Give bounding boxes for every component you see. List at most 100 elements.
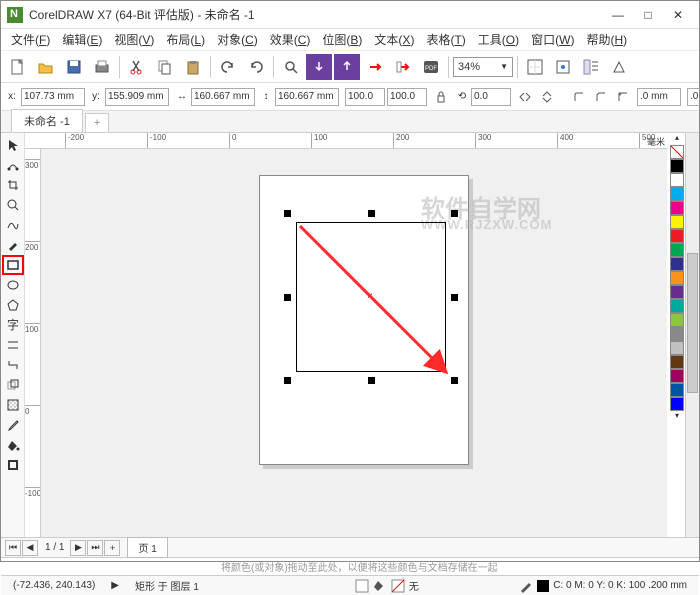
- scale-y-input[interactable]: 100.0: [387, 88, 427, 106]
- mirror-v-button[interactable]: [539, 84, 555, 110]
- color-swatch[interactable]: [670, 173, 684, 187]
- color-swatch[interactable]: [670, 215, 684, 229]
- palette-scroll-up[interactable]: ▴: [669, 133, 685, 145]
- search-button[interactable]: [278, 54, 304, 80]
- color-swatch[interactable]: [670, 327, 684, 341]
- color-swatch[interactable]: [670, 285, 684, 299]
- color-swatch[interactable]: [670, 187, 684, 201]
- vertical-scrollbar[interactable]: [685, 133, 699, 537]
- add-page-button[interactable]: +: [104, 540, 120, 556]
- freehand-tool[interactable]: [2, 215, 24, 235]
- snap-button[interactable]: [522, 54, 548, 80]
- handle-ml[interactable]: [284, 294, 291, 301]
- outline-color-swatch[interactable]: [537, 580, 549, 592]
- menu-v[interactable]: 视图(V): [108, 29, 160, 50]
- outline-tool[interactable]: [2, 455, 24, 475]
- color-swatch[interactable]: [670, 243, 684, 257]
- pick-tool[interactable]: [2, 135, 24, 155]
- menu-x[interactable]: 文本(X): [368, 29, 420, 50]
- menu-t[interactable]: 表格(T): [420, 29, 471, 50]
- corner3-button[interactable]: [615, 84, 631, 110]
- color-none-swatch[interactable]: [670, 145, 684, 159]
- artistic-tool[interactable]: [2, 235, 24, 255]
- scale-x-input[interactable]: 100.0: [345, 88, 385, 106]
- paste-button[interactable]: [180, 54, 206, 80]
- maximize-button[interactable]: □: [633, 5, 663, 25]
- color-swatch[interactable]: [670, 229, 684, 243]
- text-tool[interactable]: 字: [2, 315, 24, 335]
- menu-w[interactable]: 窗口(W): [525, 29, 580, 50]
- publish-button[interactable]: [362, 54, 388, 80]
- cut-button[interactable]: [124, 54, 150, 80]
- fill-paint-icon[interactable]: [373, 579, 387, 593]
- lock-ratio-button[interactable]: [433, 84, 449, 110]
- page-tab[interactable]: 页 1: [127, 537, 167, 558]
- color-swatch[interactable]: [670, 271, 684, 285]
- menu-o[interactable]: 工具(O): [472, 29, 525, 50]
- rectangle-tool[interactable]: [2, 255, 24, 275]
- pos-x-input[interactable]: 107.73 mm: [21, 88, 85, 106]
- next-page-button[interactable]: ▶: [70, 540, 86, 556]
- close-button[interactable]: ✕: [663, 5, 693, 25]
- new-document-tab[interactable]: +: [85, 113, 109, 132]
- options-button[interactable]: [578, 54, 604, 80]
- handle-tl[interactable]: [284, 210, 291, 217]
- menu-b[interactable]: 位图(B): [316, 29, 368, 50]
- publish2-button[interactable]: [390, 54, 416, 80]
- mirror-h-button[interactable]: [517, 84, 533, 110]
- menu-e[interactable]: 编辑(E): [56, 29, 108, 50]
- handle-tr[interactable]: [451, 210, 458, 217]
- polygon-tool[interactable]: [2, 295, 24, 315]
- launch-button[interactable]: [606, 54, 632, 80]
- play-icon[interactable]: ▶: [103, 580, 127, 591]
- handle-bl[interactable]: [284, 377, 291, 384]
- redo-button[interactable]: [243, 54, 269, 80]
- undo-button[interactable]: [215, 54, 241, 80]
- pdf-button[interactable]: PDF: [418, 54, 444, 80]
- color-swatch[interactable]: [670, 397, 684, 411]
- crop-tool[interactable]: [2, 175, 24, 195]
- fill-indicator-icon[interactable]: [355, 579, 369, 593]
- transparency-tool[interactable]: [2, 395, 24, 415]
- menu-c[interactable]: 对象(C): [211, 29, 264, 50]
- minimize-button[interactable]: —: [603, 5, 633, 25]
- save-button[interactable]: [61, 54, 87, 80]
- menu-c[interactable]: 效果(C): [264, 29, 317, 50]
- connector-tool[interactable]: [2, 355, 24, 375]
- align-button[interactable]: [550, 54, 576, 80]
- color-swatch[interactable]: [670, 299, 684, 313]
- canvas[interactable]: 软件自学网 WWW.RJZXW.COM ×: [41, 149, 667, 537]
- menu-f[interactable]: 文件(F): [5, 29, 56, 50]
- print-button[interactable]: [89, 54, 115, 80]
- pos-y-input[interactable]: 155.909 mm: [105, 88, 169, 106]
- corner-button[interactable]: [571, 84, 587, 110]
- copy-button[interactable]: [152, 54, 178, 80]
- menu-h[interactable]: 帮助(H): [580, 29, 633, 50]
- color-swatch[interactable]: [670, 341, 684, 355]
- corner2-button[interactable]: [593, 84, 609, 110]
- color-swatch[interactable]: [670, 383, 684, 397]
- corner-radius-1[interactable]: .0 mm: [637, 88, 681, 106]
- color-swatch[interactable]: [670, 369, 684, 383]
- fill-tool[interactable]: [2, 435, 24, 455]
- color-swatch[interactable]: [670, 257, 684, 271]
- eyedropper-tool[interactable]: [2, 415, 24, 435]
- open-button[interactable]: [33, 54, 59, 80]
- new-button[interactable]: [5, 54, 31, 80]
- zoom-combo[interactable]: 34%▼: [453, 57, 513, 77]
- color-swatch[interactable]: [670, 313, 684, 327]
- color-swatch[interactable]: [670, 201, 684, 215]
- parallel-tool[interactable]: [2, 335, 24, 355]
- outline-pen-icon[interactable]: [519, 579, 533, 593]
- rotation-input[interactable]: 0.0: [471, 88, 511, 106]
- handle-tm[interactable]: [368, 210, 375, 217]
- corner-radius-2[interactable]: .0 mm: [687, 88, 700, 106]
- scrollbar-thumb[interactable]: [687, 253, 698, 393]
- color-swatch[interactable]: [670, 159, 684, 173]
- color-swatch[interactable]: [670, 355, 684, 369]
- prev-page-button[interactable]: ◀: [22, 540, 38, 556]
- export-button[interactable]: [334, 54, 360, 80]
- ellipse-tool[interactable]: [2, 275, 24, 295]
- width-input[interactable]: 160.667 mm: [191, 88, 255, 106]
- palette-scroll-down[interactable]: ▾: [669, 411, 685, 423]
